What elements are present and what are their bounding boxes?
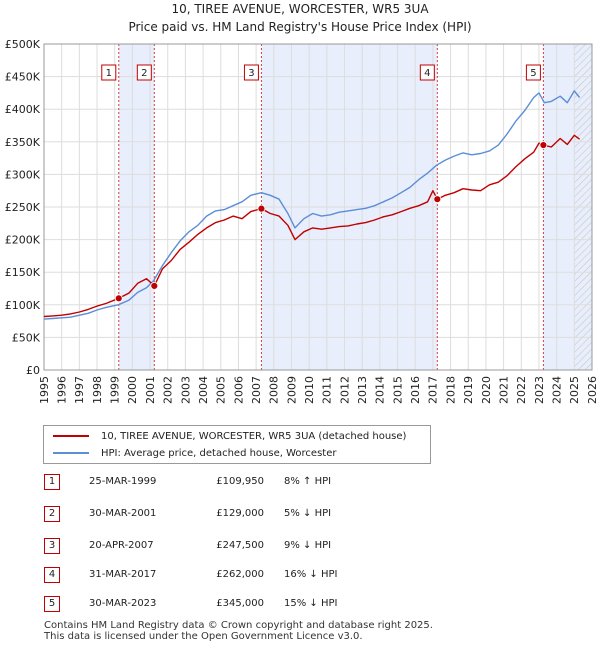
series-line-hpi: [43, 90, 581, 320]
footer-licence: This data is licensed under the Open Gov…: [44, 631, 363, 642]
legend-label-property: 10, TIREE AVENUE, WORCESTER, WR5 3UA (de…: [101, 430, 407, 442]
x-tick-label: 1998: [91, 376, 104, 404]
sale-point: [433, 195, 442, 204]
transaction-number: 3: [44, 538, 60, 554]
price-chart: £0 £50K £100K £150K £200K £250K £300K £350K £400…: [5, 38, 599, 404]
sale-number-box: [419, 64, 435, 81]
x-tick-label: 2021: [497, 376, 510, 404]
footer-copyright: Contains HM Land Registry data © Crown c…: [44, 620, 433, 631]
x-tick-label: 2010: [303, 376, 316, 404]
transaction-price: £247,500: [216, 540, 264, 551]
sale-number-label: 5: [530, 68, 536, 79]
x-tick-label: 2026: [586, 376, 599, 404]
x-tick-label: 2001: [144, 376, 157, 404]
transaction-hpi: 5% ↓ HPI: [284, 508, 332, 519]
transaction-number: 5: [44, 596, 60, 612]
transaction-price: £129,000: [216, 508, 264, 519]
y-tick-label: £150K: [5, 266, 41, 279]
legend-swatch-hpi: [53, 452, 89, 454]
y-tick-label: £0: [26, 364, 40, 377]
transaction-hpi: 9% ↓ HPI: [284, 540, 332, 551]
x-tick-label: 2025: [568, 376, 581, 404]
sale-number-label: 2: [141, 68, 147, 79]
x-tick-label: 2019: [462, 376, 475, 404]
series-line-property: [43, 134, 581, 318]
x-tick-label: 2014: [374, 376, 387, 404]
x-tick-label: 1999: [109, 376, 122, 404]
x-tick-label: 2013: [356, 376, 369, 404]
sale-point: [150, 281, 159, 290]
transaction-hpi: 8% ↑ HPI: [284, 476, 332, 487]
x-tick-label: 2008: [268, 376, 281, 404]
plot-frame: [43, 43, 593, 371]
sale-number-label: 3: [248, 68, 254, 79]
x-tick-label: 1997: [73, 376, 86, 404]
legend-label-hpi: HPI: Average price, detached house, Worc…: [101, 447, 337, 459]
x-tick-label: 2016: [409, 376, 422, 404]
legend: 10, TIREE AVENUE, WORCESTER, WR5 3UA (de…: [43, 425, 431, 464]
sale-number-box: [136, 64, 152, 81]
transaction-price: £345,000: [216, 598, 264, 609]
y-tick-label: £50K: [12, 331, 41, 344]
sale-point: [114, 294, 123, 303]
x-tick-label: 2023: [533, 376, 546, 404]
sale-number-label: 4: [424, 68, 430, 79]
transaction-number: 2: [44, 506, 60, 522]
x-tick-label: 2004: [197, 376, 210, 404]
x-tick-label: 1996: [56, 376, 69, 404]
x-tick-label: 2007: [250, 376, 263, 404]
legend-item-hpi: HPI: Average price, detached house, Worc…: [53, 446, 336, 460]
transaction-date: 31-MAR-2017: [89, 569, 157, 580]
transaction-date: 25-MAR-1999: [89, 476, 157, 487]
y-tick-label: £450K: [5, 71, 41, 84]
x-tick-label: 2022: [515, 376, 528, 404]
x-tick-label: 2017: [427, 376, 440, 404]
sale-number-box: [525, 64, 541, 81]
x-tick-label: 2012: [338, 376, 351, 404]
x-tick-label: 2018: [444, 376, 457, 404]
y-tick-label: £100K: [5, 299, 41, 312]
sale-number-box: [243, 64, 259, 81]
y-tick-label: £250K: [5, 201, 41, 214]
x-tick-label: 2009: [285, 376, 298, 404]
transaction-date: 30-MAR-2023: [89, 598, 157, 609]
x-tick-label: 2002: [162, 376, 175, 404]
chart-title: 10, TIREE AVENUE, WORCESTER, WR5 3UA: [171, 2, 429, 16]
footer: Contains HM Land Registry data © Crown c…: [44, 620, 433, 642]
transaction-date: 20-APR-2007: [89, 540, 154, 551]
y-tick-label: £500K: [5, 38, 41, 51]
transaction-hpi: 16% ↓ HPI: [284, 569, 338, 580]
legend-item-property: 10, TIREE AVENUE, WORCESTER, WR5 3UA (de…: [53, 429, 406, 443]
transaction-hpi: 15% ↓ HPI: [284, 598, 338, 609]
x-tick-label: 2005: [215, 376, 228, 404]
x-tick-label: 2011: [321, 376, 334, 404]
transaction-date: 30-MAR-2001: [89, 508, 157, 519]
x-tick-label: 2000: [126, 376, 139, 404]
x-tick-label: 2024: [550, 376, 563, 404]
transaction-price: £262,000: [216, 569, 264, 580]
x-tick-label: 2020: [480, 376, 493, 404]
y-tick-label: £400K: [5, 103, 41, 116]
sale-point: [257, 204, 266, 213]
transaction-number: 1: [44, 474, 60, 490]
sale-number-box: [101, 64, 117, 81]
sale-number-label: 1: [106, 68, 112, 79]
x-tick-label: 2003: [179, 376, 192, 404]
transaction-number: 4: [44, 567, 60, 583]
chart-subtitle: Price paid vs. HM Land Registry's House …: [128, 20, 472, 34]
x-tick-label: 2015: [391, 376, 404, 404]
sale-point: [539, 141, 548, 149]
y-tick-label: £350K: [5, 136, 41, 149]
legend-swatch-property: [53, 435, 89, 437]
y-tick-label: £200K: [5, 234, 41, 247]
x-tick-label: 1995: [38, 376, 51, 404]
transaction-price: £109,950: [216, 476, 264, 487]
x-tick-label: 2006: [232, 376, 245, 404]
y-tick-label: £300K: [5, 168, 41, 181]
